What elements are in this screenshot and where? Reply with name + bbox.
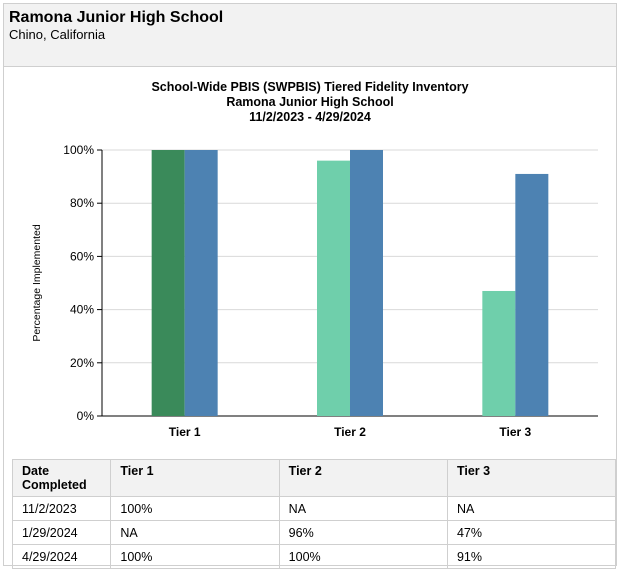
table-cell: NA: [110, 520, 280, 545]
bar: [317, 160, 350, 416]
bar: [350, 150, 383, 416]
chart-subtitle: Ramona Junior High School: [226, 95, 394, 109]
bar: [482, 290, 516, 416]
table-cell: 100%: [110, 496, 280, 521]
chart-area: School-Wide PBIS (SWPBIS) Tiered Fidelit…: [4, 66, 616, 454]
y-tick-label: 0%: [77, 409, 95, 423]
table-cell: NA: [278, 496, 448, 521]
bar-chart: 0% 20% 40% 60% 80% 100% Percentage Implemented…: [31, 143, 598, 439]
report-frame: Ramona Junior High School Chino, Califor…: [3, 3, 617, 569]
column-header-tier2: Tier 2: [278, 459, 448, 497]
y-tick-label: 80%: [70, 196, 94, 210]
table-cell: NA: [446, 496, 617, 521]
y-axis-title: Percentage Implemented: [31, 224, 43, 341]
table-cell: 1/29/2024: [11, 520, 112, 545]
bar: [515, 173, 549, 416]
table-row: 1/29/2024 NA 96% 47%: [11, 520, 617, 545]
chart-title: School-Wide PBIS (SWPBIS) Tiered Fidelit…: [151, 80, 469, 94]
school-location: Chino, California: [9, 27, 106, 42]
school-name: Ramona Junior High School: [9, 9, 224, 26]
table-cell: 100%: [278, 544, 448, 569]
column-header-tier3: Tier 3: [446, 459, 617, 497]
report-header: Ramona Junior High School Chino, Califor…: [4, 4, 616, 67]
y-tick-label: 20%: [70, 356, 94, 370]
table-cell: 91%: [446, 544, 617, 569]
x-tick-label: Tier 3: [499, 425, 531, 439]
y-tick-label: 40%: [70, 303, 94, 317]
table-cell: 4/29/2024: [11, 544, 112, 569]
bar: [151, 150, 185, 416]
x-tick-label: Tier 2: [334, 425, 366, 439]
x-tick-label: Tier 1: [169, 425, 201, 439]
table-header-row: Date Completed Tier 1 Tier 2 Tier 3: [11, 459, 617, 497]
table-cell: 96%: [278, 520, 448, 545]
table-cell: 100%: [110, 544, 280, 569]
table-row: 11/2/2023 100% NA NA: [11, 496, 617, 521]
table-cell: 47%: [446, 520, 617, 545]
y-tick-label: 100%: [63, 143, 94, 157]
fidelity-table: Date Completed Tier 1 Tier 2 Tier 3 11/2…: [11, 459, 617, 569]
chart-date-range: 11/2/2023 - 4/29/2024: [249, 110, 371, 124]
column-header-tier1: Tier 1: [110, 459, 280, 497]
table-cell: 11/2/2023: [11, 496, 112, 521]
chart-title-block: School-Wide PBIS (SWPBIS) Tiered Fidelit…: [4, 80, 616, 125]
bar: [184, 150, 218, 416]
column-header-date: Date Completed: [11, 459, 112, 497]
table-row: 4/29/2024 100% 100% 91%: [11, 544, 617, 569]
y-tick-label: 60%: [70, 249, 94, 263]
